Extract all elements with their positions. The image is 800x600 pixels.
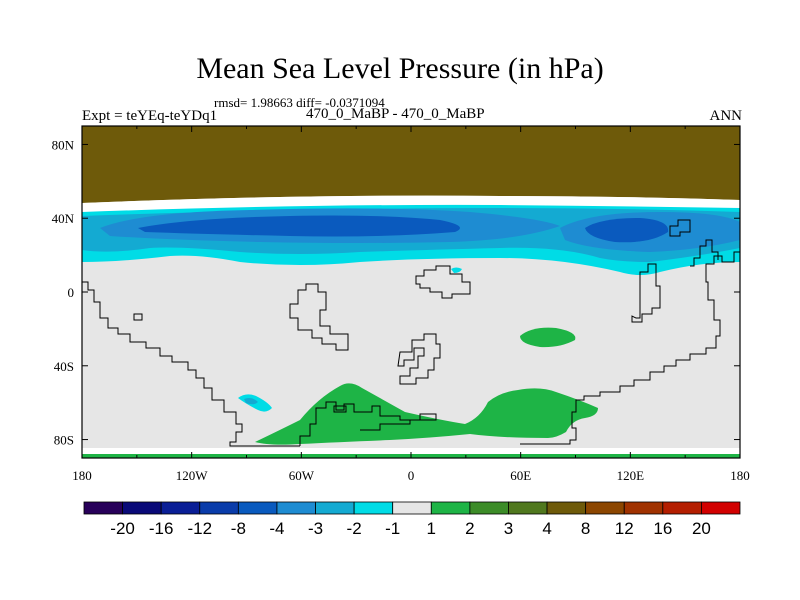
coastline-small-island-west <box>133 313 143 321</box>
colorbar-swatch <box>430 501 471 515</box>
coastlines <box>82 219 740 447</box>
region-tropical-positive-patch <box>520 327 576 348</box>
colorbar-swatch <box>315 501 355 515</box>
x-tick-label: 60E <box>510 468 531 483</box>
coastline-east-continent <box>520 251 740 445</box>
region-southern-ocean-positive <box>255 383 598 445</box>
coastline-asia-north <box>669 219 691 237</box>
x-tick-label: 120W <box>176 468 209 483</box>
chart-statistics: rmsd= 1.98663 diff= -0.0371094 <box>214 95 385 110</box>
colorbar-label: 12 <box>615 519 634 538</box>
colorbar-label: -20 <box>110 519 135 538</box>
coastline-equatorial-island <box>415 265 471 299</box>
region-south-pole-edge-white <box>82 448 740 454</box>
colorbar-label: -16 <box>149 519 174 538</box>
coastline-west-continent <box>82 281 300 447</box>
region-north-asia-low-core <box>585 218 669 243</box>
colorbar-swatch <box>585 501 625 515</box>
map-field <box>82 126 740 458</box>
colorbar-label: 4 <box>542 519 551 538</box>
y-tick-label: 40N <box>52 211 75 226</box>
y-tick-label: 80N <box>52 137 75 152</box>
coastline-ring-island <box>397 333 441 385</box>
coastline-east-peninsula <box>631 263 661 323</box>
colorbar-label: 3 <box>504 519 513 538</box>
x-tick-label: 60W <box>289 468 315 483</box>
x-tick-label: 0 <box>408 468 415 483</box>
colorbar-swatch <box>623 501 664 515</box>
colorbar-swatch <box>83 501 123 515</box>
x-tick-label: 180 <box>72 468 92 483</box>
region-north-high-band <box>82 126 740 203</box>
colorbar-swatch <box>469 501 509 515</box>
region-south-pacific-negative-core <box>244 398 258 405</box>
season-label: ANN <box>709 108 743 124</box>
colorbar-swatch <box>199 501 239 515</box>
coastline-southern-continent <box>299 401 437 446</box>
colorbar-label: 20 <box>692 519 711 538</box>
region-equator-cyan-blip <box>451 267 462 273</box>
x-tick-label: 180 <box>730 468 750 483</box>
colorbar-label: -3 <box>308 519 323 538</box>
colorbar: -20 -16 -12 -8 -4 -3 -2 -1 1 2 3 4 8 12 16 20 <box>83 501 741 538</box>
colorbar-label: -12 <box>187 519 212 538</box>
colorbar-swatch <box>508 501 548 515</box>
y-tick-label: 40S <box>54 359 74 374</box>
chart-title: Mean Sea Level Pressure (in hPa) <box>196 52 604 85</box>
coastline-island-south <box>333 405 347 413</box>
colorbar-swatch <box>546 501 587 515</box>
colorbar-label: -1 <box>385 519 400 538</box>
x-tick-label: 120E <box>617 468 645 483</box>
colorbar-swatch <box>160 501 201 515</box>
colorbar-label: 2 <box>465 519 474 538</box>
colorbar-label: -4 <box>269 519 284 538</box>
colorbar-swatch <box>353 501 394 515</box>
colorbar-swatch <box>662 501 702 515</box>
y-tick-label: 80S <box>54 433 74 448</box>
region-north-pacific-low-core <box>138 215 460 237</box>
axis-ticks: 180 120W 60W 0 60E 120E 180 80N 40N 0 40S 80S <box>52 126 750 483</box>
case-names: 470_0_MaBP - 470_0_MaBP <box>306 106 485 122</box>
colorbar-label: -2 <box>347 519 362 538</box>
colorbar-swatch <box>237 501 278 515</box>
colorbar-swatch <box>122 501 162 515</box>
coastline-central-landmass <box>289 283 349 351</box>
colorbar-swatch <box>701 501 741 515</box>
colorbar-label: 8 <box>581 519 590 538</box>
experiment-label: Expt = teYEq-teYDq1 <box>82 108 218 124</box>
colorbar-swatch <box>392 501 432 515</box>
colorbar-label: 1 <box>427 519 436 538</box>
coastline-asia-east <box>690 239 719 267</box>
colorbar-label: 16 <box>653 519 672 538</box>
y-tick-label: 0 <box>68 285 75 300</box>
colorbar-label: -8 <box>231 519 246 538</box>
colorbar-swatch <box>276 501 316 515</box>
